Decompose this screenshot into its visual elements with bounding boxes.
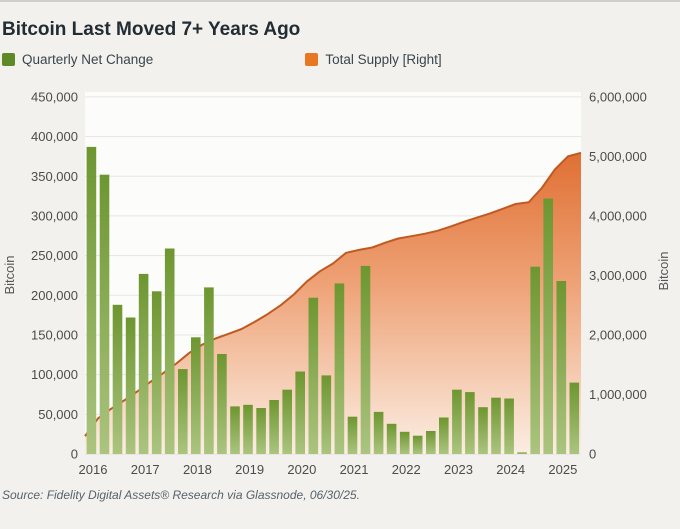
right-axis-tick: 6,000,000 (589, 89, 647, 104)
right-axis-title: Bitcoin (656, 251, 671, 290)
right-axis-tick: 3,000,000 (589, 268, 647, 283)
right-axis-tick: 5,000,000 (589, 149, 647, 164)
bar (191, 337, 201, 454)
bar (360, 265, 371, 454)
x-axis-tick: 2017 (131, 462, 160, 477)
bar (347, 416, 358, 454)
x-axis-tick: 2024 (496, 462, 525, 477)
bar (452, 389, 462, 454)
bar (399, 431, 410, 454)
x-axis-tick: 2019 (235, 462, 264, 477)
chart-legend: Quarterly Net Change Total Supply [Right… (2, 52, 442, 67)
bar (426, 431, 436, 454)
bar (439, 417, 449, 454)
bar (151, 291, 162, 454)
x-axis-tick: 2023 (444, 462, 473, 477)
bar (178, 369, 188, 454)
bar (138, 273, 149, 454)
source-note: Source: Fidelity Digital Assets® Researc… (2, 488, 360, 502)
x-axis-tick: 2016 (79, 462, 108, 477)
bar (204, 287, 214, 454)
bar (282, 389, 292, 454)
bar (217, 354, 227, 454)
legend-label-total-supply: Total Supply [Right] (325, 52, 442, 67)
right-axis-tick: 0 (589, 447, 596, 462)
legend-swatch-green-icon (2, 53, 15, 66)
right-axis-tick: 4,000,000 (589, 208, 647, 223)
bar (465, 392, 475, 454)
left-axis-tick: 450,000 (31, 89, 78, 104)
left-axis-tick: 100,000 (31, 367, 78, 382)
bar (86, 146, 97, 454)
chart-title: Bitcoin Last Moved 7+ Years Ago (2, 19, 301, 40)
x-axis-tick: 2022 (392, 462, 421, 477)
quarterly-bars (86, 146, 580, 454)
bar (256, 408, 266, 454)
bar (295, 371, 305, 454)
legend-label-quarterly-net-change: Quarterly Net Change (22, 52, 154, 67)
bar (269, 400, 279, 454)
bar (530, 266, 540, 454)
right-axis-tick: 2,000,000 (589, 327, 647, 342)
bar (569, 382, 580, 454)
bar (334, 283, 345, 454)
left-axis-title: Bitcoin (2, 255, 17, 294)
bar (412, 435, 423, 454)
left-axis-tick: 200,000 (31, 288, 78, 303)
bar (491, 397, 501, 454)
bar (556, 281, 567, 454)
left-axis-tick: 250,000 (31, 248, 78, 263)
left-axis-tick: 350,000 (31, 169, 78, 184)
bar (321, 375, 332, 454)
bar (112, 304, 123, 454)
legend-item-total-supply: Total Supply [Right] (305, 52, 442, 67)
x-axis-tick: 2018 (183, 462, 212, 477)
legend-item-quarterly-net-change: Quarterly Net Change (2, 52, 153, 67)
axis-labels: 450,000 400,000 350,000 300,000 250,000 200,0… (2, 89, 671, 477)
left-axis-tick: 300,000 (31, 208, 78, 223)
x-axis-tick: 2020 (287, 462, 316, 477)
bar (99, 174, 110, 454)
left-axis-tick: 150,000 (31, 327, 78, 342)
right-axis-tick: 1,000,000 (589, 387, 647, 402)
legend-swatch-orange-icon (305, 53, 319, 66)
top-divider (0, 0, 680, 2)
left-axis-tick: 0 (71, 447, 78, 462)
left-axis-tick: 400,000 (31, 129, 78, 144)
bar (478, 407, 488, 454)
x-axis-tick: 2025 (548, 462, 577, 477)
bar (504, 398, 514, 454)
x-axis-tick: 2021 (340, 462, 369, 477)
bar (243, 404, 253, 454)
bar (386, 423, 397, 454)
bar (164, 248, 175, 454)
bar (373, 411, 384, 454)
bar (230, 406, 240, 454)
left-axis-tick: 50,000 (38, 407, 78, 422)
bar (125, 317, 136, 454)
bar (543, 198, 553, 454)
bar (517, 452, 527, 454)
bar (308, 297, 319, 454)
